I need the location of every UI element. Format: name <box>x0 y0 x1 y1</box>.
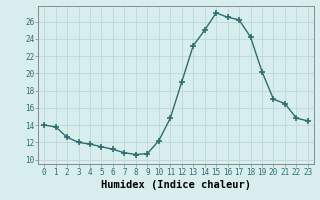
X-axis label: Humidex (Indice chaleur): Humidex (Indice chaleur) <box>101 180 251 190</box>
